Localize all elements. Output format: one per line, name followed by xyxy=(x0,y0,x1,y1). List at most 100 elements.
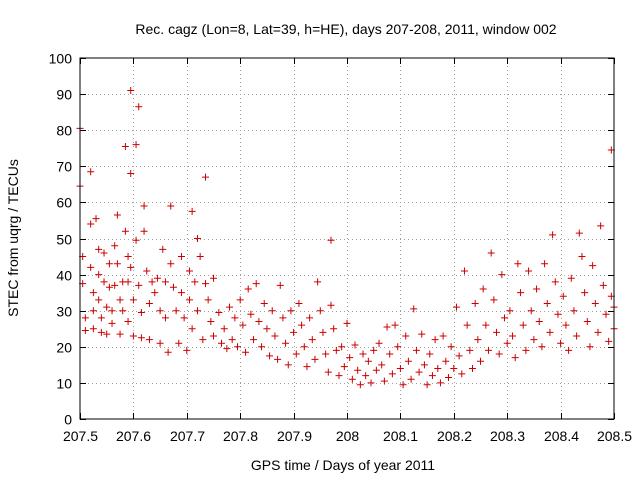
y-tick-label: 0 xyxy=(64,412,72,428)
data-point xyxy=(164,348,172,356)
y-tick-label: 10 xyxy=(56,376,72,392)
data-point xyxy=(605,337,613,345)
data-point xyxy=(575,229,583,237)
data-point xyxy=(322,350,330,358)
data-point xyxy=(578,253,586,261)
x-tick-label: 207.6 xyxy=(116,428,151,444)
x-tick-label: 207.9 xyxy=(277,428,312,444)
y-tick-label: 50 xyxy=(56,232,72,248)
data-point xyxy=(474,336,482,344)
data-point xyxy=(599,281,607,289)
data-point xyxy=(132,141,140,149)
y-tick-label: 30 xyxy=(56,304,72,320)
chart-title: Rec. cagz (Lon=8, Lat=39, h=HE), days 20… xyxy=(135,21,556,37)
data-point xyxy=(220,325,228,333)
data-point xyxy=(407,375,415,383)
data-point xyxy=(231,314,239,322)
data-point xyxy=(260,299,268,307)
data-point xyxy=(565,346,573,354)
data-point xyxy=(300,343,308,351)
data-point xyxy=(201,173,209,181)
data-point xyxy=(161,278,169,286)
data-point xyxy=(543,299,551,307)
data-point xyxy=(412,346,420,354)
data-point xyxy=(362,372,370,380)
data-point xyxy=(193,235,201,242)
data-point xyxy=(124,318,132,326)
data-point xyxy=(511,354,519,362)
data-point xyxy=(105,283,113,291)
data-point xyxy=(199,336,207,344)
data-point xyxy=(351,341,359,349)
data-point xyxy=(290,328,298,336)
data-point xyxy=(404,357,412,365)
data-point xyxy=(468,364,476,372)
x-tick-labels: 207.5 207.6 207.7 207.8 207.9 208 208.1 208.2 20… xyxy=(63,428,632,444)
data-point xyxy=(343,319,351,327)
data-point xyxy=(327,236,335,244)
data-point xyxy=(330,325,338,333)
data-point xyxy=(375,339,383,347)
data-point xyxy=(581,289,589,297)
data-point xyxy=(573,332,581,340)
data-point xyxy=(338,343,346,351)
data-point xyxy=(372,366,380,374)
data-point xyxy=(95,245,103,253)
data-point xyxy=(477,357,484,365)
data-point xyxy=(116,296,124,304)
data-point xyxy=(129,296,137,304)
data-point xyxy=(295,299,303,307)
data-point xyxy=(116,330,124,338)
data-point xyxy=(228,336,236,344)
data-point xyxy=(207,318,215,326)
data-point xyxy=(378,361,386,369)
data-point xyxy=(167,202,175,210)
data-point xyxy=(292,350,300,358)
data-point xyxy=(498,271,506,279)
data-point xyxy=(135,281,143,289)
y-tick-labels: 0 10 20 30 40 50 60 70 80 90 100 xyxy=(49,51,73,428)
data-point xyxy=(332,346,340,354)
data-point xyxy=(255,318,263,326)
data-point xyxy=(570,307,578,315)
data-point xyxy=(282,339,290,347)
x-axis-title: GPS time / Days of year 2011 xyxy=(251,457,435,473)
data-point xyxy=(97,314,105,322)
data-point xyxy=(562,321,570,329)
data-point xyxy=(423,381,431,389)
data-point xyxy=(121,142,129,150)
data-point xyxy=(188,325,196,333)
data-point xyxy=(127,263,135,271)
data-point xyxy=(514,260,522,268)
data-point xyxy=(298,321,306,329)
data-point xyxy=(268,307,276,315)
data-point xyxy=(111,281,119,289)
data-point xyxy=(559,292,567,300)
data-point xyxy=(535,318,543,326)
data-point xyxy=(284,361,292,369)
data-point xyxy=(161,314,169,322)
data-point xyxy=(501,314,509,322)
data-point xyxy=(193,307,201,315)
data-point xyxy=(463,321,471,329)
data-point xyxy=(418,330,426,338)
data-point xyxy=(89,307,97,315)
y-tick-label: 60 xyxy=(56,195,72,211)
data-point xyxy=(444,373,452,381)
data-point xyxy=(135,103,143,111)
y-tick-label: 20 xyxy=(56,340,72,356)
data-point xyxy=(487,249,495,257)
data-point xyxy=(396,364,404,372)
data-point xyxy=(183,346,191,354)
data-point xyxy=(177,253,185,261)
data-point xyxy=(140,227,148,235)
data-point xyxy=(346,354,354,362)
data-point xyxy=(490,296,498,304)
plot-border xyxy=(79,57,615,420)
data-point xyxy=(583,318,591,326)
data-point xyxy=(143,267,151,275)
data-point xyxy=(124,253,132,261)
data-point xyxy=(172,307,180,315)
data-point xyxy=(81,327,89,335)
